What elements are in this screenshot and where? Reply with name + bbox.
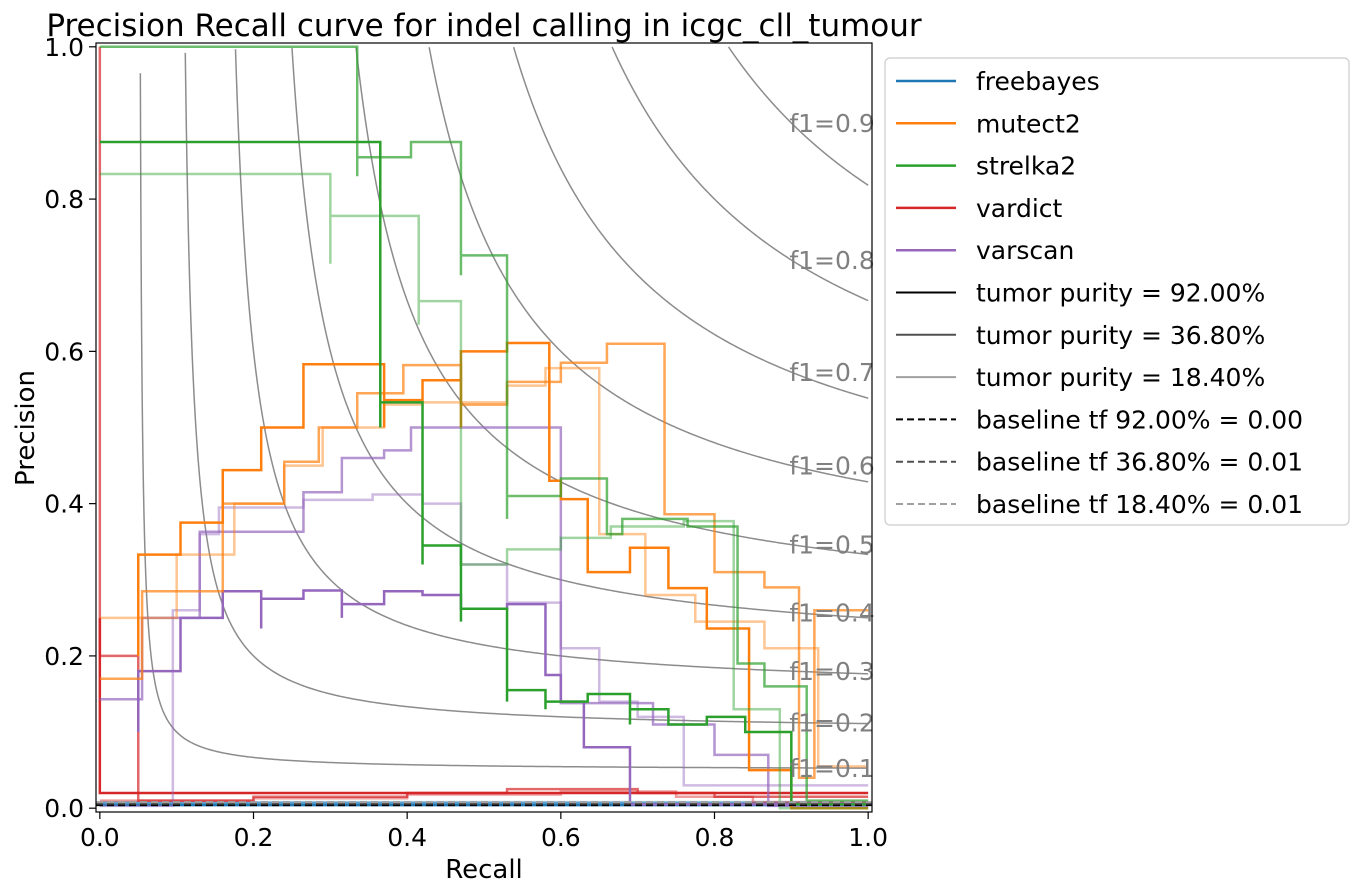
x-tick-label-5: 1.0 xyxy=(848,823,888,852)
x-axis-ticks: 0.0 0.2 0.4 0.6 0.8 1.0 xyxy=(80,812,888,852)
legend-label-10: baseline tf 18.40% = 0.01 xyxy=(976,490,1303,519)
series-strelka2-14 xyxy=(99,172,869,810)
y-tick-label-4: 0.8 xyxy=(44,185,84,214)
iso-f1-curve-6 xyxy=(512,46,869,399)
legend-label-1: mutect2 xyxy=(976,109,1081,138)
legend-label-8: baseline tf 92.00% = 0.00 xyxy=(976,405,1303,434)
chart-title: Precision Recall curve for indel calling… xyxy=(46,8,922,44)
series-vardict-3 xyxy=(98,617,869,795)
iso-f1-label-0: f1=0.1 xyxy=(789,754,874,783)
iso-f1-label-7: f1=0.8 xyxy=(789,246,874,275)
iso-f1-label-3: f1=0.4 xyxy=(789,598,874,627)
legend-label-6: tumor purity = 36.80% xyxy=(976,321,1265,350)
x-tick-label-0: 0.0 xyxy=(80,823,120,852)
x-tick-label-1: 0.2 xyxy=(234,823,274,852)
y-tick-label-5: 1.0 xyxy=(44,33,84,62)
legend-label-7: tumor purity = 18.40% xyxy=(976,363,1265,392)
iso-f1-label-5: f1=0.6 xyxy=(789,452,874,481)
y-tick-label-3: 0.6 xyxy=(44,337,84,366)
iso-f1-curve-7 xyxy=(611,46,869,302)
iso-f1-label-1: f1=0.2 xyxy=(789,709,874,738)
series-mutect2-9 xyxy=(137,341,869,810)
plot-frame xyxy=(95,42,873,813)
legend-label-3: vardict xyxy=(976,194,1063,223)
series-strelka2-13 xyxy=(99,45,869,802)
iso-f1-label-2: f1=0.3 xyxy=(789,657,874,686)
y-axis-ticks: 0.0 0.2 0.4 0.6 0.8 1.0 xyxy=(44,33,96,823)
iso-f1-labels: f1=0.1 f1=0.2 f1=0.3 f1=0.4 f1=0.5 f1=0.6 f1=0… xyxy=(789,109,874,783)
series-vardict-5 xyxy=(99,790,869,804)
x-axis-label: Recall xyxy=(445,855,523,885)
y-axis-label: Precision xyxy=(11,370,41,486)
x-tick-label-4: 0.8 xyxy=(695,823,735,852)
legend-label-2: strelka2 xyxy=(976,152,1076,181)
legend-label-9: baseline tf 36.80% = 0.01 xyxy=(976,448,1303,477)
iso-f1-curve-0 xyxy=(139,73,869,769)
iso-f1-label-6: f1=0.7 xyxy=(789,358,874,387)
legend-label-5: tumor purity = 92.00% xyxy=(976,279,1265,308)
legend-frame xyxy=(884,57,1350,526)
iso-f1-curves xyxy=(139,46,869,769)
baselines xyxy=(96,801,872,807)
legend-label-4: varscan xyxy=(976,236,1074,265)
iso-f1-curve-1 xyxy=(184,52,869,725)
iso-f1-label-8: f1=0.9 xyxy=(789,109,874,138)
iso-f1-curve-2 xyxy=(234,49,869,675)
x-tick-label-2: 0.4 xyxy=(387,823,427,852)
iso-f1-curve-3 xyxy=(291,47,869,619)
iso-f1-label-4: f1=0.5 xyxy=(789,531,874,560)
pr-series xyxy=(98,45,869,810)
series-vardict-4 xyxy=(98,46,869,802)
y-tick-label-2: 0.4 xyxy=(44,490,84,519)
legend: freebayes mutect2 strelka2 vardict varscan tu… xyxy=(884,57,1350,526)
y-tick-label-0: 0.0 xyxy=(44,794,84,823)
series-strelka2-12 xyxy=(99,140,869,806)
series-varscan-8 xyxy=(99,493,869,808)
y-tick-label-1: 0.2 xyxy=(44,642,84,671)
iso-f1-curve-8 xyxy=(727,46,869,186)
legend-label-0: freebayes xyxy=(976,67,1100,96)
series-varscan-7 xyxy=(99,426,869,808)
x-tick-label-3: 0.6 xyxy=(541,823,581,852)
